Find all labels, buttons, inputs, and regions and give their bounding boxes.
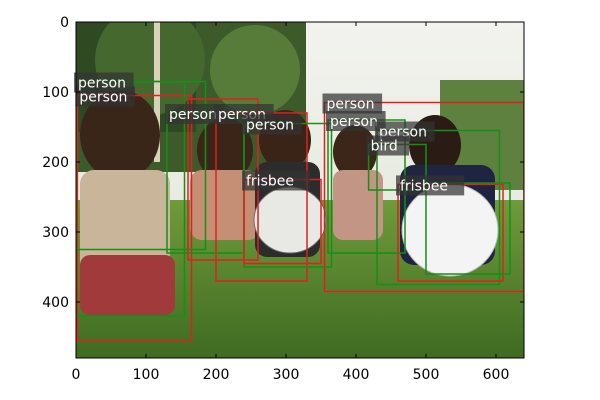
detection-label-person: person (330, 114, 378, 130)
x-axis-ticks: 0 100 200 300 400 500 600 (72, 22, 510, 383)
y-tick-label: 200 (42, 155, 69, 171)
detection-box-person-7 (323, 101, 524, 293)
detection-labels: personpersonpersonpersonpersonpersonpers… (74, 72, 465, 196)
x-tick-label: 400 (343, 367, 370, 383)
y-tick-label: 0 (60, 15, 69, 31)
detection-label-bg-7 (322, 93, 383, 114)
detection-box-person-9 (376, 129, 501, 286)
detection-label-person: person (327, 97, 375, 113)
x-tick-label: 300 (273, 367, 300, 383)
y-tick-label: 300 (42, 225, 69, 241)
x-tick-label: 100 (133, 367, 160, 383)
detection-label-frisbee: frisbee (400, 178, 448, 194)
detection-label-person: person (246, 118, 294, 134)
x-tick-label: 500 (413, 367, 440, 383)
detection-label-person: person (78, 76, 126, 92)
detection-label-person: person (79, 90, 127, 106)
photo (76, 22, 524, 358)
detection-label-bg-3 (165, 104, 225, 124)
detection-label-bg-12 (396, 175, 465, 196)
detection-label-bg-2 (74, 72, 134, 93)
x-tick-label: 0 (72, 367, 81, 383)
detection-box-person-2 (76, 80, 207, 251)
x-tick-label: 600 (483, 367, 510, 383)
detection-box-frisbee-13 (425, 182, 511, 275)
detection-label-frisbee: frisbee (246, 174, 294, 190)
y-tick-label: 400 (42, 295, 69, 311)
detection-label-bg-10 (366, 135, 409, 156)
detection-label-bird: bird (371, 139, 398, 155)
detection-label-person: person (169, 107, 217, 123)
axes-frame (75, 21, 525, 359)
y-tick-label: 100 (42, 85, 69, 101)
detection-label-bg-6 (242, 114, 302, 135)
detection-label-bg-8 (326, 111, 386, 131)
y-axis-ticks: 0 100 200 300 400 (42, 15, 524, 311)
detection-label-bg-11 (242, 170, 311, 191)
x-tick-label: 200 (203, 367, 230, 383)
